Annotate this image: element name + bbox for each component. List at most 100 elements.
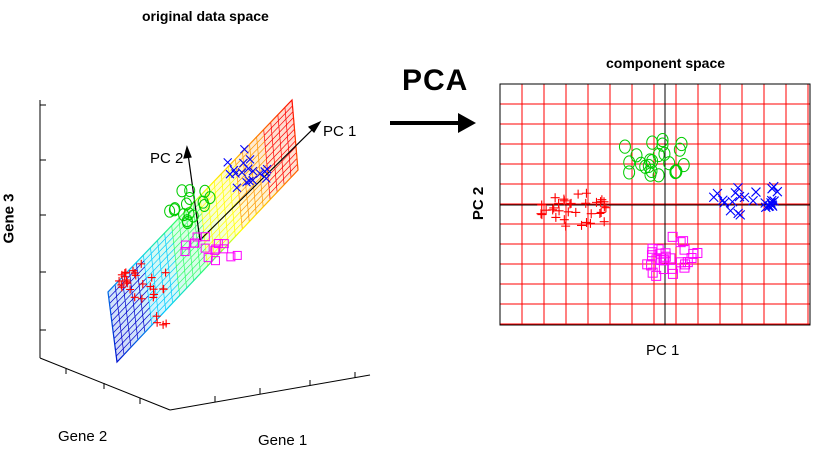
- left-square-point: [200, 243, 210, 253]
- left-plus-point: [150, 290, 159, 299]
- left-cross-point: [239, 144, 249, 154]
- left-square-point: [203, 253, 213, 263]
- left-square-point: [210, 256, 220, 266]
- component-cross-point: [767, 201, 778, 212]
- left-cross-point: [232, 183, 242, 193]
- left-scatter: [115, 144, 272, 329]
- component-plus-point: [601, 203, 611, 213]
- component-square-point: [692, 247, 703, 258]
- component-plus-point: [577, 220, 587, 230]
- component-circle-point: [677, 157, 690, 173]
- pca-arrow: [390, 113, 476, 133]
- component-circle-point: [623, 155, 636, 170]
- component-cross-point: [717, 195, 728, 206]
- component-plus-point: [561, 221, 571, 231]
- gene1-axis-label: Gene 1: [258, 432, 308, 449]
- pc1-component-axis-label: PC 1: [646, 342, 680, 359]
- component-circle-point: [652, 147, 665, 163]
- left-cross-point: [231, 169, 240, 178]
- left-cross-point: [245, 176, 254, 186]
- left-plus-point: [123, 279, 132, 288]
- left-square-point: [192, 232, 202, 242]
- left-plus-point: [161, 268, 170, 277]
- component-plus-point: [551, 212, 561, 222]
- component-circle-point: [663, 156, 676, 171]
- left-plus-point: [120, 272, 129, 281]
- left-circle-point: [198, 198, 210, 212]
- component-square-point: [667, 263, 678, 274]
- left-plus-point: [121, 268, 130, 277]
- component-plus-point: [565, 199, 575, 209]
- component-plus-point: [559, 196, 569, 206]
- left-square-point: [226, 252, 236, 262]
- component-cross-point: [725, 205, 736, 216]
- left-square-point: [210, 245, 220, 255]
- component-square-point: [679, 262, 690, 273]
- left-cross-point: [260, 167, 270, 176]
- left-plus-point: [126, 285, 135, 294]
- component-cross-point: [767, 183, 777, 194]
- component-square-point: [686, 253, 697, 264]
- left-cross-point: [242, 177, 251, 187]
- component-square-point: [680, 259, 691, 270]
- component-cross-point: [708, 192, 719, 203]
- pc2-axis-label: PC 2: [150, 150, 184, 167]
- left-square-point: [180, 240, 190, 250]
- component-square-point: [679, 244, 690, 255]
- left-circle-point: [164, 204, 176, 218]
- pc1-axis-label: PC 1: [323, 123, 357, 140]
- left-square-point: [211, 244, 221, 254]
- left-plus-point: [147, 273, 156, 282]
- component-plus-point: [571, 207, 581, 217]
- component-circle-point: [656, 132, 669, 148]
- component-plus-point: [550, 193, 560, 203]
- left-plus-point: [162, 319, 171, 328]
- component-square-point: [651, 270, 662, 281]
- component-plus-point: [537, 210, 547, 220]
- component-cross-point: [727, 196, 738, 207]
- left-square-point: [213, 239, 223, 249]
- left-cross-point: [245, 155, 255, 164]
- left-square-point: [232, 250, 242, 260]
- component-plus-point: [554, 206, 564, 216]
- component-cross-point: [764, 201, 775, 211]
- component-circle-point: [652, 168, 665, 183]
- left-square-point: [180, 247, 190, 257]
- component-square-point: [647, 243, 658, 254]
- component-circle-point: [669, 164, 682, 179]
- left-square-point: [219, 239, 229, 249]
- component-plus-point: [586, 209, 596, 219]
- left-circle-point: [184, 184, 196, 198]
- left-plus-point: [122, 277, 131, 286]
- component-plus-point: [597, 195, 607, 205]
- component-circle-point: [646, 135, 659, 150]
- left-3d-axes: [39, 100, 371, 411]
- component-circle-point: [675, 136, 688, 152]
- component-plus-point: [549, 203, 559, 213]
- component-cross-point: [748, 195, 758, 206]
- left-plus-point: [137, 294, 146, 303]
- gene2-axis-label: Gene 2: [58, 428, 108, 445]
- component-square-point: [658, 253, 669, 264]
- component-plus-point: [591, 197, 601, 207]
- left-circle-point: [204, 191, 216, 205]
- component-cross-point: [733, 208, 744, 219]
- component-cross-point: [734, 191, 745, 202]
- component-plus-point: [566, 198, 576, 208]
- component-circle-point: [642, 158, 655, 174]
- component-axes: [499, 83, 811, 326]
- component-square-point: [646, 260, 657, 271]
- component-circle-point: [630, 148, 643, 163]
- component-plus-point: [573, 189, 583, 199]
- left-plus-point: [152, 312, 161, 321]
- component-plus-point: [585, 218, 595, 228]
- component-circle-point: [656, 137, 669, 152]
- left-cross-point: [248, 166, 258, 176]
- left-cross-point: [261, 174, 271, 183]
- component-square-point: [651, 254, 662, 265]
- left-plus-point: [115, 276, 124, 285]
- pc2-component-axis-label: PC 2: [470, 186, 488, 221]
- left-cross-point: [255, 169, 265, 178]
- left-circle-point: [169, 202, 181, 216]
- pc1-arrow: [199, 125, 317, 241]
